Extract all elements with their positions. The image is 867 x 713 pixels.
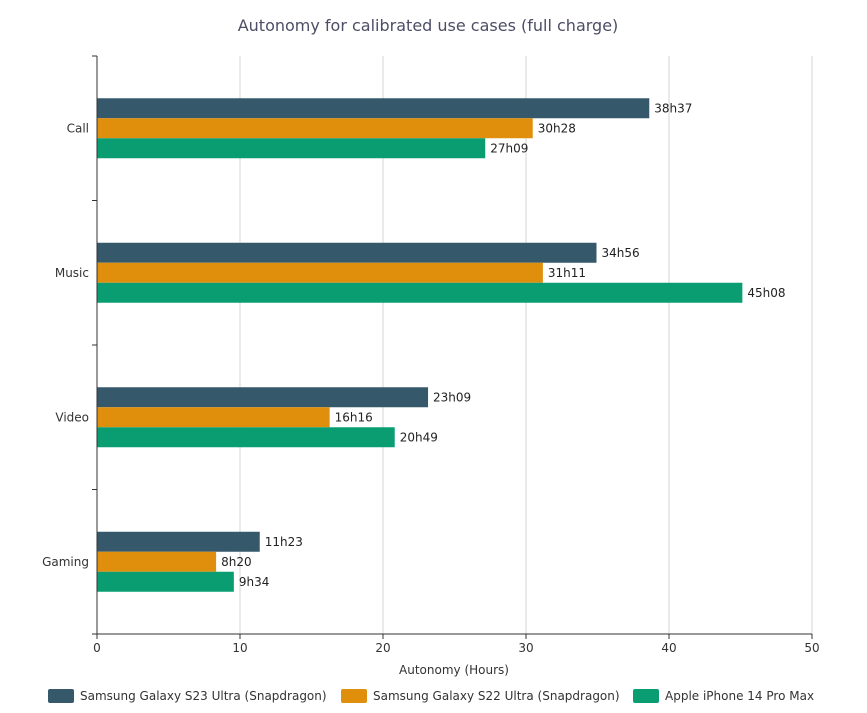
- bar-s1-c3: [97, 551, 217, 572]
- bar-s2-c1: [97, 282, 743, 303]
- legend-swatch-2: [633, 689, 659, 703]
- bar-s0-c1: [97, 242, 597, 263]
- bars: 38h37 30h28 27h09 34h56 31h11 45h08 23h09 16h16…: [97, 98, 786, 592]
- legend-swatch-1: [341, 689, 367, 703]
- axes: 0 10 20 30 40 50 Call Music Video Gaming: [42, 55, 820, 655]
- x-tick-label-1: 10: [232, 641, 247, 655]
- category-label-3: Gaming: [42, 555, 89, 569]
- category-label-1: Music: [55, 266, 89, 280]
- bar-s2-c2: [97, 427, 395, 448]
- bar-label-s0-c0: 38h37: [654, 101, 692, 115]
- bar-label-s0-c3: 11h23: [265, 535, 303, 549]
- bar-s1-c2: [97, 407, 330, 428]
- bar-s2-c0: [97, 138, 486, 159]
- bar-label-s2-c0: 27h09: [490, 141, 528, 155]
- legend-label-1: Samsung Galaxy S22 Ultra (Snapdragon): [373, 689, 620, 703]
- legend-swatch-0: [48, 689, 74, 703]
- chart-title: Autonomy for calibrated use cases (full …: [238, 16, 619, 35]
- bar-s1-c0: [97, 118, 533, 139]
- bar-label-s2-c1: 45h08: [747, 286, 785, 300]
- bar-label-s0-c2: 23h09: [433, 390, 471, 404]
- bar-label-s1-c0: 30h28: [538, 121, 576, 135]
- legend-label-0: Samsung Galaxy S23 Ultra (Snapdragon): [80, 689, 327, 703]
- bar-s0-c0: [97, 98, 650, 119]
- bar-label-s2-c2: 20h49: [400, 430, 438, 444]
- bar-label-s0-c1: 34h56: [601, 246, 639, 260]
- x-tick-label-5: 50: [804, 641, 819, 655]
- bar-label-s1-c1: 31h11: [548, 266, 586, 280]
- legend-label-2: Apple iPhone 14 Pro Max: [665, 689, 814, 703]
- x-tick-label-4: 40: [661, 641, 676, 655]
- bar-s2-c3: [97, 571, 234, 592]
- bar-s0-c2: [97, 387, 429, 408]
- category-label-0: Call: [67, 121, 89, 135]
- category-label-2: Video: [55, 410, 89, 424]
- x-axis-label: Autonomy (Hours): [399, 663, 509, 677]
- x-tick-label-2: 20: [375, 641, 390, 655]
- bar-label-s1-c3: 8h20: [221, 555, 252, 569]
- x-tick-label-0: 0: [93, 641, 101, 655]
- bar-s0-c3: [97, 531, 260, 552]
- bar-label-s1-c2: 16h16: [335, 410, 373, 424]
- bar-label-s2-c3: 9h34: [239, 575, 270, 589]
- bar-s1-c1: [97, 262, 543, 283]
- legend: Samsung Galaxy S23 Ultra (Snapdragon) Sam…: [48, 689, 814, 703]
- x-tick-label-3: 30: [518, 641, 533, 655]
